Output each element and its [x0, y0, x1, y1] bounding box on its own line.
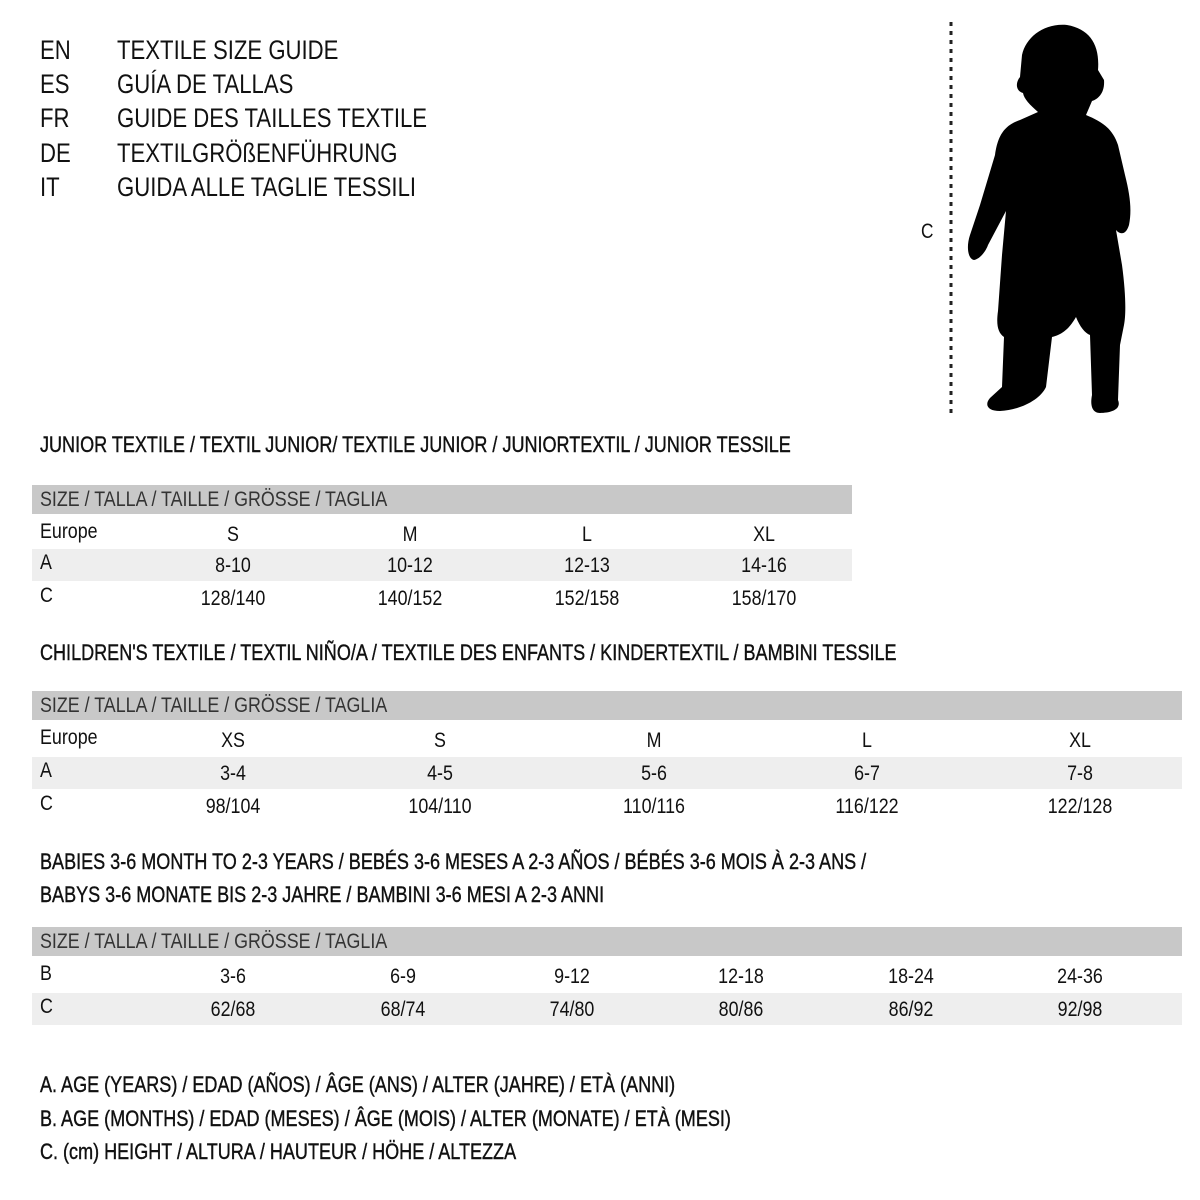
table-cell: 122/128 — [1047, 795, 1113, 818]
language-code: ES — [40, 69, 70, 99]
row-label: Europe — [40, 726, 98, 749]
size-header-label: SIZE / TALLA / TAILLE / GRÖSSE / TAGLIA — [40, 694, 388, 717]
table-cell: XL — [1069, 729, 1091, 752]
row-label: Europe — [40, 520, 98, 543]
table-cell: 80/86 — [718, 998, 764, 1021]
table-cell: 110/116 — [623, 795, 685, 818]
table-cell: M — [402, 523, 418, 546]
table-cell: 116/122 — [835, 795, 899, 818]
table-heading: BABYS 3-6 MONATE BIS 2-3 JAHRE / BAMBINI… — [40, 882, 605, 907]
table-cell: L — [582, 523, 592, 546]
language-code: IT — [40, 172, 60, 202]
size-header-label: SIZE / TALLA / TAILLE / GRÖSSE / TAGLIA — [40, 930, 388, 953]
table-cell: 10-12 — [387, 554, 433, 577]
table-cell: 152/158 — [554, 587, 620, 610]
language-code: DE — [40, 138, 71, 168]
table-heading: BABIES 3-6 MONTH TO 2-3 YEARS / BEBÉS 3-… — [40, 849, 867, 874]
table-cell: L — [862, 729, 872, 752]
table-cell: 86/92 — [888, 998, 934, 1021]
table-cell: XS — [221, 729, 245, 752]
size-header-bar — [32, 485, 852, 514]
size-header-bar — [32, 691, 1182, 720]
table-cell: 104/110 — [408, 795, 472, 818]
table-cell: S — [227, 523, 239, 546]
table-cell: 74/80 — [549, 998, 595, 1021]
table-cell: 18-24 — [888, 965, 934, 988]
table-cell: 68/74 — [380, 998, 426, 1021]
guide-title: TEXTILGRÖßENFÜHRUNG — [117, 138, 398, 168]
row-shading — [32, 757, 1182, 789]
child-silhouette-icon — [949, 22, 1131, 414]
table-cell: 12-18 — [718, 965, 764, 988]
row-label: C — [40, 792, 53, 815]
legend-item: B. AGE (MONTHS) / EDAD (MESES) / ÂGE (MO… — [40, 1106, 731, 1131]
row-label: C — [40, 995, 53, 1018]
row-shading — [32, 549, 852, 581]
table-cell: 7-8 — [1067, 762, 1093, 785]
table-cell: 128/140 — [200, 587, 266, 610]
legend-item: C. (cm) HEIGHT / ALTURA / HAUTEUR / HÖHE… — [40, 1139, 517, 1164]
figure-measure-label: C — [921, 220, 934, 243]
table-cell: 3-4 — [220, 762, 246, 785]
table-cell: 8-10 — [215, 554, 251, 577]
row-label: A — [40, 551, 52, 574]
table-cell: 24-36 — [1057, 965, 1103, 988]
table-cell: 62/68 — [210, 998, 256, 1021]
row-label: C — [40, 584, 53, 607]
row-shading — [32, 993, 1182, 1025]
row-label: B — [40, 962, 52, 985]
table-cell: 6-7 — [854, 762, 880, 785]
table-cell: 3-6 — [220, 965, 246, 988]
guide-title: GUIDE DES TAILLES TEXTILE — [117, 103, 428, 133]
legend-item: A. AGE (YEARS) / EDAD (AÑOS) / ÂGE (ANS)… — [40, 1072, 676, 1097]
table-cell: 5-6 — [641, 762, 667, 785]
row-label: A — [40, 759, 52, 782]
size-header-bar — [32, 927, 1182, 956]
table-cell: 12-13 — [564, 554, 610, 577]
table-cell: 98/104 — [205, 795, 261, 818]
table-cell: 92/98 — [1057, 998, 1103, 1021]
table-cell: 6-9 — [390, 965, 416, 988]
table-cell: 140/152 — [377, 587, 443, 610]
table-cell: M — [646, 729, 662, 752]
language-code: FR — [40, 103, 70, 133]
table-heading: JUNIOR TEXTILE / TEXTIL JUNIOR/ TEXTILE … — [40, 432, 791, 457]
guide-title: TEXTILE SIZE GUIDE — [117, 35, 339, 65]
guide-title: GUÍA DE TALLAS — [117, 69, 294, 99]
table-cell: 14-16 — [741, 554, 787, 577]
table-cell: XL — [753, 523, 775, 546]
language-code: EN — [40, 35, 71, 65]
table-cell: 9-12 — [554, 965, 590, 988]
guide-title: GUIDA ALLE TAGLIE TESSILI — [117, 172, 417, 202]
table-cell: S — [434, 729, 446, 752]
table-heading: CHILDREN'S TEXTILE / TEXTIL NIÑO/A / TEX… — [40, 640, 897, 665]
size-header-label: SIZE / TALLA / TAILLE / GRÖSSE / TAGLIA — [40, 488, 388, 511]
table-cell: 4-5 — [427, 762, 453, 785]
table-cell: 158/170 — [731, 587, 797, 610]
